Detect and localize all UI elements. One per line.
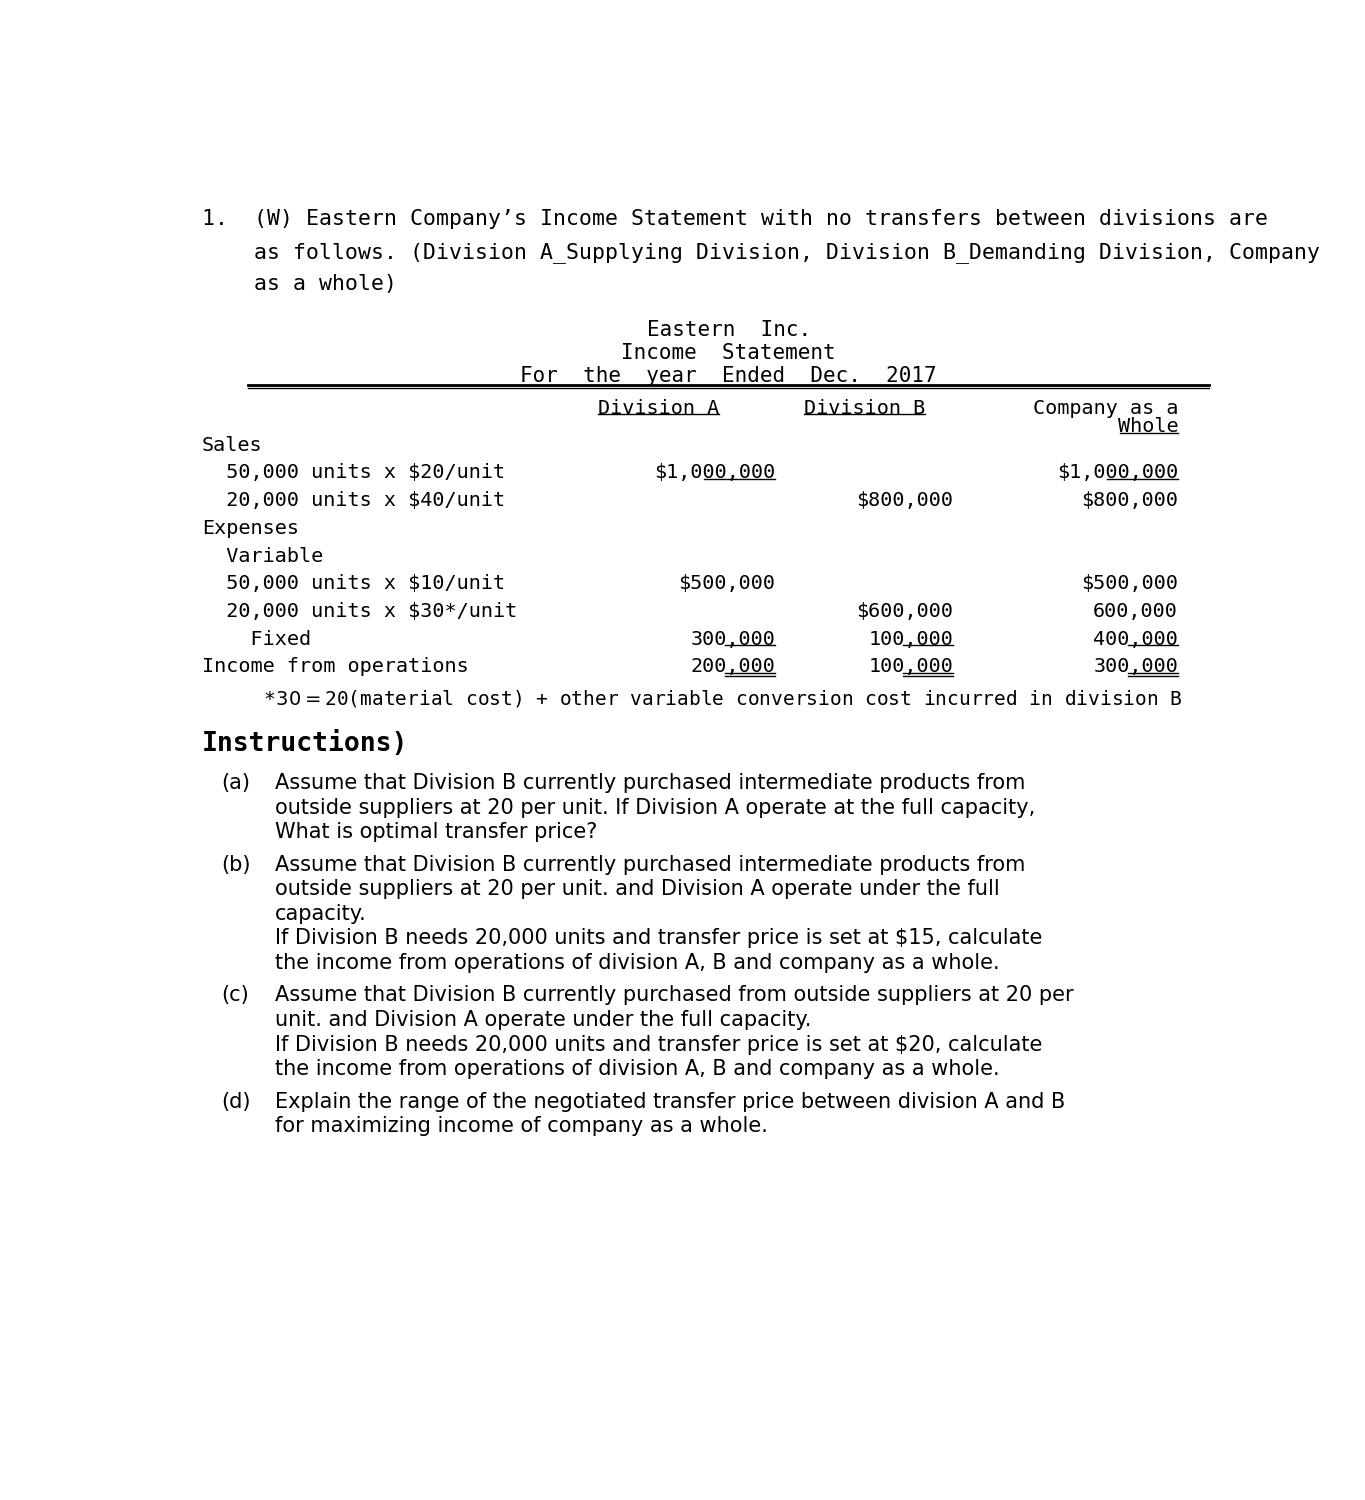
Text: 600,000: 600,000	[1093, 602, 1178, 621]
Text: Sales: Sales	[202, 435, 262, 454]
Text: Income from operations: Income from operations	[202, 657, 468, 676]
Text: 200,000: 200,000	[691, 657, 775, 676]
Text: Assume that Division B currently purchased intermediate products from: Assume that Division B currently purchas…	[276, 855, 1025, 874]
Text: (a): (a)	[221, 772, 250, 794]
Text: 1.  (W) Eastern Companyʼs Income Statement with no transfers between divisions a: 1. (W) Eastern Companyʼs Income Statemen…	[202, 210, 1268, 230]
Text: as follows. (Division A_Supplying Division, Division B_Demanding Division, Compa: as follows. (Division A_Supplying Divisi…	[202, 242, 1320, 262]
Text: Instructions): Instructions)	[202, 730, 408, 756]
Text: outside suppliers at 20 per unit. If Division A operate at the full capacity,: outside suppliers at 20 per unit. If Div…	[276, 798, 1036, 818]
Text: Whole: Whole	[1118, 417, 1178, 436]
Text: 400,000: 400,000	[1093, 630, 1178, 648]
Text: For  the  year  Ended  Dec.  2017: For the year Ended Dec. 2017	[520, 366, 936, 387]
Text: the income from operations of division A, B and company as a whole.: the income from operations of division A…	[276, 952, 1001, 974]
Text: 20,000 units x $30*/unit: 20,000 units x $30*/unit	[202, 602, 517, 621]
Text: unit. and Division A operate under the full capacity.: unit. and Division A operate under the f…	[276, 1010, 812, 1031]
Text: If Division B needs 20,000 units and transfer price is set at $15, calculate: If Division B needs 20,000 units and tra…	[276, 928, 1043, 948]
Text: $800,000: $800,000	[1081, 490, 1178, 510]
Text: 20,000 units x $40/unit: 20,000 units x $40/unit	[202, 490, 505, 510]
Text: Eastern  Inc.: Eastern Inc.	[647, 320, 811, 340]
Text: If Division B needs 20,000 units and transfer price is set at $20, calculate: If Division B needs 20,000 units and tra…	[276, 1035, 1043, 1054]
Text: $600,000: $600,000	[856, 602, 953, 621]
Text: $1,000,000: $1,000,000	[1057, 464, 1178, 483]
Text: (c): (c)	[221, 986, 248, 1005]
Text: Division B: Division B	[804, 399, 925, 417]
Text: Fixed: Fixed	[202, 630, 311, 648]
Text: Explain the range of the negotiated transfer price between division A and B: Explain the range of the negotiated tran…	[276, 1092, 1066, 1112]
Text: 50,000 units x $20/unit: 50,000 units x $20/unit	[202, 464, 505, 483]
Text: *$30 = $20(material cost) + other variable conversion cost incurred in division : *$30 = $20(material cost) + other variab…	[217, 688, 1182, 709]
Text: Expenses: Expenses	[202, 519, 299, 538]
Text: Variable: Variable	[202, 546, 324, 566]
Text: 50,000 units x $10/unit: 50,000 units x $10/unit	[202, 574, 505, 592]
Text: $1,000,000: $1,000,000	[654, 464, 775, 483]
Text: What is optimal transfer price?: What is optimal transfer price?	[276, 822, 598, 842]
Text: for maximizing income of company as a whole.: for maximizing income of company as a wh…	[276, 1116, 768, 1137]
Text: Income  Statement: Income Statement	[621, 344, 835, 363]
Text: outside suppliers at 20 per unit. and Division A operate under the full: outside suppliers at 20 per unit. and Di…	[276, 879, 1001, 898]
Text: $800,000: $800,000	[856, 490, 953, 510]
Text: Assume that Division B currently purchased intermediate products from: Assume that Division B currently purchas…	[276, 772, 1025, 794]
Text: Assume that Division B currently purchased from outside suppliers at 20 per: Assume that Division B currently purchas…	[276, 986, 1074, 1005]
Text: (b): (b)	[221, 855, 251, 874]
Text: $500,000: $500,000	[1081, 574, 1178, 592]
Text: (d): (d)	[221, 1092, 251, 1112]
Text: 100,000: 100,000	[868, 630, 953, 648]
Text: Division A: Division A	[598, 399, 719, 417]
Text: as a whole): as a whole)	[202, 274, 397, 294]
Text: 300,000: 300,000	[1093, 657, 1178, 676]
Text: 300,000: 300,000	[691, 630, 775, 648]
Text: 100,000: 100,000	[868, 657, 953, 676]
Text: $500,000: $500,000	[678, 574, 775, 592]
Text: capacity.: capacity.	[276, 904, 367, 924]
Text: Company as a: Company as a	[1033, 399, 1178, 417]
Text: the income from operations of division A, B and company as a whole.: the income from operations of division A…	[276, 1059, 1001, 1080]
